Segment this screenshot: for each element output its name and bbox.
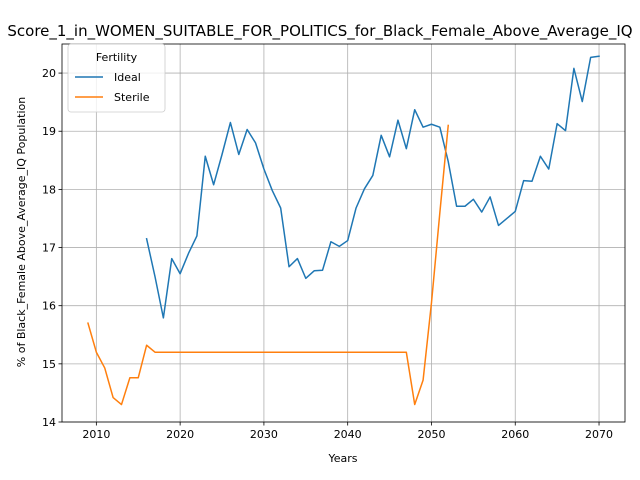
legend-title: Fertility [96, 51, 138, 64]
plot-frame [61, 43, 626, 423]
legend-label-sterile: Sterile [114, 91, 150, 104]
x-tick-label: 2040 [334, 428, 362, 441]
legend: Fertility Ideal Sterile [67, 43, 166, 113]
y-tick-label: 19 [42, 125, 56, 138]
y-tick-label: 17 [42, 242, 56, 255]
x-axis-label: Years [327, 452, 357, 465]
x-tick-label: 2020 [166, 428, 194, 441]
y-tick-label: 14 [42, 416, 56, 429]
x-tick-label: 2070 [585, 428, 613, 441]
series-line-sterile [87, 124, 450, 406]
legend-label-ideal: Ideal [114, 71, 141, 84]
grid [62, 44, 625, 423]
x-tick-label: 2030 [250, 428, 278, 441]
series-line-ideal [145, 55, 600, 319]
x-tick-label: 2010 [82, 428, 110, 441]
x-tick-label: 2060 [501, 428, 529, 441]
y-tick-label: 15 [42, 358, 56, 371]
series-lines [87, 55, 600, 406]
y-axis-ticks: 14 15 16 17 18 19 20 [42, 67, 62, 429]
y-axis-label: % of Black_Female Above_Average_IQ Popul… [15, 97, 28, 367]
chart-title: Score_1_in_WOMEN_SUITABLE_FOR_POLITICS_f… [7, 22, 632, 41]
y-tick-label: 16 [42, 300, 56, 313]
y-tick-label: 18 [42, 183, 56, 196]
x-tick-label: 2050 [417, 428, 445, 441]
y-tick-label: 20 [42, 67, 56, 80]
legend-box [67, 43, 166, 113]
x-axis-ticks: 2010 2020 2030 2040 2050 2060 2070 [82, 422, 613, 441]
